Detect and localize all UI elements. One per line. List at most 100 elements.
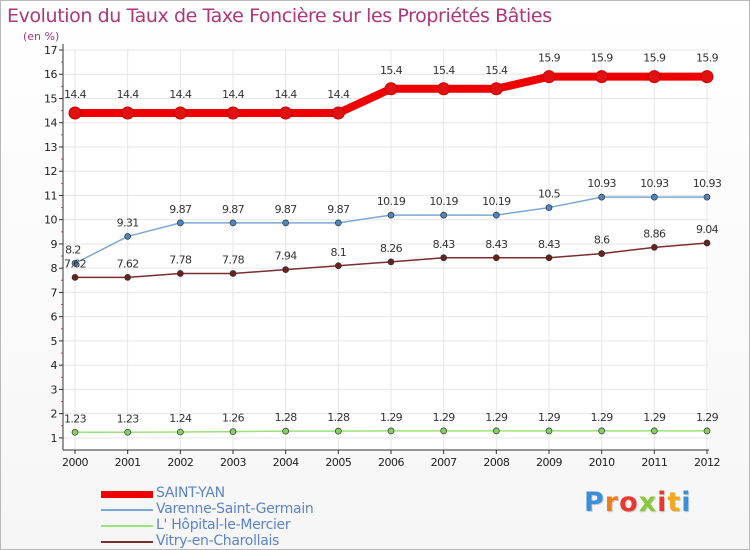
data-label: 10.19 [482, 195, 511, 208]
data-label: 14.4 [117, 88, 140, 101]
data-label: 10.93 [693, 177, 722, 190]
data-label: 10.5 [538, 188, 561, 201]
x-tick-label: 2011 [641, 456, 667, 469]
x-tick-label: 2002 [167, 456, 193, 469]
data-label: 9.87 [222, 203, 245, 216]
data-point [71, 274, 79, 281]
y-tick-label: 1 [51, 432, 58, 445]
data-label: 8.86 [643, 227, 666, 240]
data-label: 9.87 [275, 203, 298, 216]
data-label: 15.9 [643, 52, 666, 65]
data-point [437, 82, 451, 96]
data-point [121, 106, 135, 120]
data-label: 10.19 [377, 195, 406, 208]
y-tick-label: 10 [44, 214, 57, 227]
data-point [650, 243, 658, 251]
x-tick-label: 2010 [589, 456, 615, 469]
data-point [440, 211, 448, 219]
legend-swatch [101, 509, 153, 511]
data-point [282, 266, 290, 273]
data-label: 15.4 [433, 64, 456, 77]
data-label: 7.94 [275, 250, 298, 263]
data-label: 10.93 [587, 177, 616, 190]
data-point [492, 211, 500, 219]
data-point [595, 70, 609, 84]
data-point [489, 82, 503, 96]
data-label: 1.28 [327, 411, 350, 424]
data-point [387, 258, 395, 266]
y-tick-label: 15 [44, 92, 57, 105]
data-label: 8.43 [433, 238, 456, 251]
data-label: 7.78 [222, 254, 245, 267]
y-tick-label: 6 [51, 311, 58, 324]
data-label: 9.87 [327, 203, 350, 216]
data-label: 15.4 [485, 64, 508, 77]
proxiti-logo: Proxiti [584, 487, 692, 518]
data-point [492, 427, 500, 435]
legend-label: Vitry-en-Charollais [156, 533, 280, 549]
data-label: 7.62 [117, 257, 139, 270]
x-tick-label: 2000 [62, 456, 88, 469]
data-point [384, 82, 398, 96]
data-label: 1.23 [117, 412, 140, 425]
data-label: 9.87 [169, 203, 192, 216]
y-tick-label: 7 [51, 286, 58, 299]
data-point [279, 106, 293, 120]
y-tick-label: 11 [44, 189, 57, 202]
data-label: 15.9 [538, 52, 561, 65]
data-point [700, 70, 714, 84]
data-point [68, 106, 82, 120]
data-point [229, 270, 237, 277]
data-point [176, 270, 184, 277]
unit-label: (en %) [23, 30, 60, 43]
data-point [703, 427, 711, 435]
data-point [542, 70, 556, 84]
data-point [387, 427, 395, 435]
data-point [598, 427, 606, 435]
data-point [124, 233, 132, 240]
x-tick-label: 2012 [694, 456, 720, 469]
x-tick-label: 2005 [325, 456, 351, 469]
x-tick-label: 2007 [431, 456, 457, 469]
y-tick-label: 9 [51, 238, 58, 251]
data-point [282, 427, 290, 435]
data-label: 1.23 [64, 412, 87, 425]
data-label: 1.28 [275, 411, 298, 424]
data-label: 14.4 [327, 88, 350, 101]
data-label: 8.26 [380, 242, 403, 255]
data-label: 15.9 [696, 52, 719, 65]
legend-swatch [101, 491, 153, 498]
y-tick-label: 16 [44, 68, 57, 81]
x-tick-label: 2009 [536, 456, 562, 469]
y-tick-label: 17 [44, 44, 57, 57]
data-point [440, 427, 448, 435]
y-tick-label: 2 [51, 408, 58, 421]
data-point [173, 106, 187, 120]
legend-swatch [101, 541, 153, 543]
x-tick-label: 2008 [483, 456, 509, 469]
data-label: 8.43 [538, 238, 561, 251]
data-point [226, 106, 240, 120]
data-label: 10.93 [640, 177, 669, 190]
data-label: 8.6 [594, 234, 610, 247]
y-tick-label: 4 [51, 359, 58, 372]
data-point [492, 254, 500, 262]
data-point [71, 428, 79, 436]
data-point [334, 219, 342, 227]
data-label: 14.4 [64, 88, 87, 101]
data-point [229, 428, 237, 435]
data-point [282, 219, 290, 227]
data-point [331, 106, 345, 120]
data-point [598, 250, 606, 257]
data-label: 8.1 [330, 246, 346, 259]
data-point [703, 239, 711, 247]
data-point [703, 193, 711, 201]
y-tick-label: 14 [44, 117, 57, 130]
legend-label: SAINT-YAN [156, 485, 225, 501]
data-label: 1.29 [380, 411, 403, 424]
data-label: 7.62 [64, 257, 86, 270]
data-point [387, 211, 395, 219]
x-tick-label: 2003 [220, 456, 246, 469]
